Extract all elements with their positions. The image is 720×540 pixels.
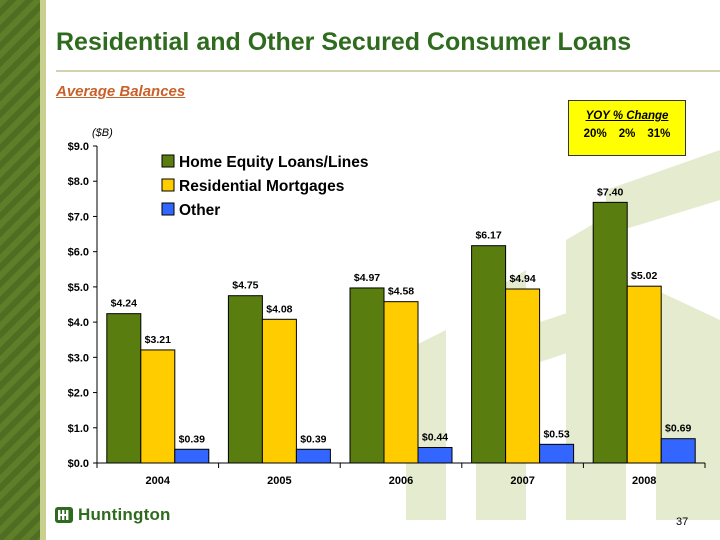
bar-residential-mortgages-2005 [261,318,297,464]
y-tick-label: $9.0 [68,141,89,153]
data-label: $4.58 [388,286,414,298]
data-label: $5.02 [631,270,657,282]
x-tick-label: 2005 [267,475,291,487]
bar-residential-mortgages-2004 [140,349,176,464]
bar-residential-mortgages-2006 [383,301,419,464]
bar-home-equity-loans-lines-2004 [106,313,142,464]
legend-swatch [161,178,175,192]
decorative-left-stripe [40,0,46,540]
bar-home-equity-loans-lines-2005 [227,295,263,464]
data-label: $7.40 [597,186,623,198]
data-label: $4.24 [111,298,137,310]
data-label: $4.75 [232,280,258,292]
y-tick-label: $6.0 [68,247,89,259]
title-divider [56,70,720,72]
legend-label: Other [179,202,220,219]
chart-data-labels: $4.24 $3.21 $0.39 $4.75 $4.08 $0.39 $4.97 $4.58… [111,186,692,445]
slide-title: Residential and Other Secured Consumer L… [56,28,632,56]
legend-label: Home Equity Loans/Lines [179,154,368,171]
bar-residential-mortgages-2008 [626,285,662,464]
chart-legend: Home Equity Loans/Lines Residential Mortg… [161,154,368,219]
y-axis-unit-label: ($B) [92,127,113,139]
y-tick-label: $0.0 [68,458,89,470]
huntington-logo: Huntington [54,505,171,525]
bar-home-equity-loans-lines-2006 [349,287,385,464]
bar-other-2008 [660,438,696,464]
data-label: $0.39 [300,433,326,445]
bar-home-equity-loans-lines-2008 [592,201,628,464]
data-label: $0.53 [543,428,569,440]
yoy-change-title: YOY % Change [585,110,669,122]
data-label: $6.17 [475,230,501,242]
y-tick-label: $2.0 [68,388,89,400]
bar-home-equity-loans-lines-2007 [471,245,507,464]
x-tick-label: 2008 [632,475,656,487]
huntington-logo-text: Huntington [78,505,171,524]
y-tick-label: $8.0 [68,176,89,188]
x-tick-label: 2004 [146,475,171,487]
yoy-change-value: 31% [647,128,671,140]
bar-residential-mortgages-2007 [505,288,541,464]
bar-other-2006 [417,447,453,464]
page-number: 37 [676,516,689,528]
y-tick-label: $1.0 [68,423,89,435]
data-label: $0.69 [665,423,691,435]
y-tick-label: $7.0 [68,211,89,223]
legend-label: Residential Mortgages [179,178,344,195]
data-label: $4.97 [354,272,380,284]
data-label: $0.39 [179,433,205,445]
y-tick-label: $4.0 [68,317,89,329]
data-label: $3.21 [145,334,171,346]
y-tick-label: $5.0 [68,282,89,294]
data-label: $0.44 [422,432,448,444]
legend-swatch [161,202,175,216]
yoy-change-values: 20% 2% 31% [569,128,685,140]
bar-other-2007 [539,443,575,464]
bar-other-2005 [295,448,331,464]
huntington-logo-icon [55,507,73,523]
bar-other-2004 [174,448,210,464]
data-label: $4.08 [266,303,292,315]
x-tick-label: 2006 [389,475,413,487]
x-tick-label: 2007 [510,475,534,487]
y-tick-label: $3.0 [68,352,89,364]
decorative-left-band [0,0,40,540]
yoy-change-value: 2% [618,128,636,140]
slide-subtitle: Average Balances [56,83,186,100]
yoy-change-value: 20% [583,128,607,140]
yoy-change-box: YOY % Change 20% 2% 31% [568,100,686,156]
data-label: $4.94 [509,273,535,285]
legend-swatch [161,154,175,168]
chart-bars [106,201,696,464]
